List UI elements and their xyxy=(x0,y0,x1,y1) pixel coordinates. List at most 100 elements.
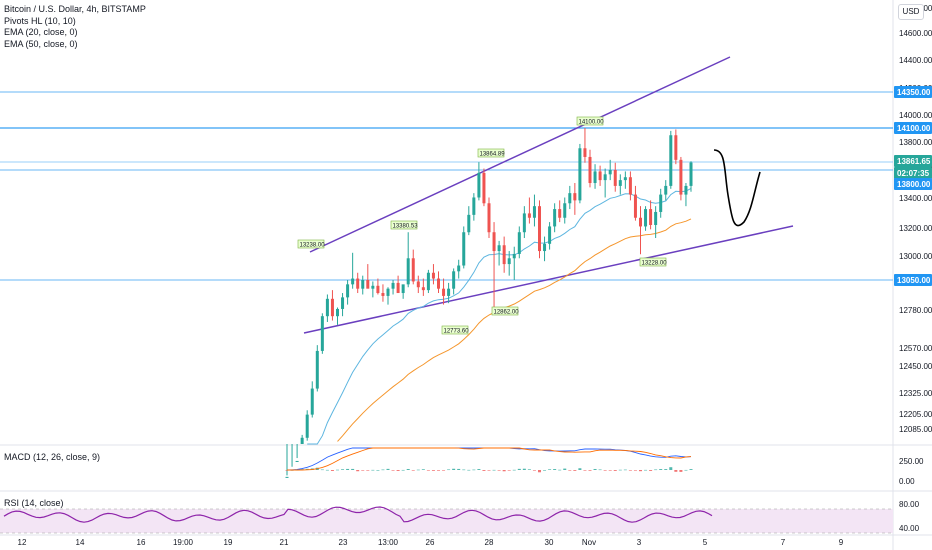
candle xyxy=(411,249,415,285)
macd-histogram-bar xyxy=(406,468,410,470)
candle-body xyxy=(563,203,567,218)
price-axis[interactable]: 14800.0014600.0014400.0014200.0014000.00… xyxy=(894,4,932,533)
macd-histogram-bar xyxy=(674,470,678,472)
macd-histogram-bar xyxy=(517,468,521,470)
pivot-label-text: 12773.60 xyxy=(444,328,470,334)
macd-histogram-bar xyxy=(336,469,339,471)
candle xyxy=(603,168,607,198)
candle xyxy=(507,251,511,276)
price-channel[interactable] xyxy=(303,56,794,334)
candle-body xyxy=(548,226,552,244)
candle xyxy=(290,444,294,471)
macd-histogram-bar xyxy=(583,470,587,471)
pivot-label-box xyxy=(477,148,505,158)
candle xyxy=(351,252,355,289)
price-label-text: 13861.65 xyxy=(897,157,931,166)
macd-histogram-bar xyxy=(341,469,345,470)
candle xyxy=(336,307,339,325)
time-tick-label: 26 xyxy=(426,538,435,547)
rsi-label[interactable]: RSI (14, close) xyxy=(4,498,64,508)
candle xyxy=(396,275,400,294)
time-tick-label: 5 xyxy=(703,538,708,547)
candle xyxy=(376,278,380,295)
macd-histogram-bar xyxy=(421,469,425,470)
candle-body xyxy=(457,265,461,272)
macd-histogram-bar xyxy=(320,469,324,471)
candle-body xyxy=(603,174,607,181)
pivot-label-text: 13238.00 xyxy=(300,242,326,248)
candle-body xyxy=(649,209,653,225)
price-label-box xyxy=(894,155,932,167)
macd-histogram-bar xyxy=(361,470,365,471)
candle-body xyxy=(361,280,365,289)
time-tick-label: 3 xyxy=(637,538,642,547)
macd-histogram-bar xyxy=(613,470,617,471)
macd-histogram-bar xyxy=(543,470,547,471)
candle xyxy=(381,284,385,302)
macd-histogram-bar xyxy=(527,469,531,470)
currency-button[interactable]: USD xyxy=(898,4,924,20)
macd-histogram-bar xyxy=(386,468,390,470)
price-tick-label: 12570.00 xyxy=(899,344,932,353)
pivot-label-box xyxy=(639,257,667,267)
symbol-title[interactable]: Bitcoin / U.S. Dollar, 4h, BITSTAMP xyxy=(4,4,146,14)
candle-body xyxy=(588,156,592,184)
macd-histogram-bar xyxy=(512,469,516,471)
indicator-pivots[interactable]: Pivots HL (10, 10) xyxy=(4,15,76,26)
candle-body xyxy=(391,282,395,289)
macd-histogram-bar xyxy=(467,469,471,471)
macd-histogram-bar xyxy=(452,468,456,470)
macd-histogram-bar xyxy=(603,470,607,471)
macd-histogram-bar xyxy=(573,470,577,471)
candle xyxy=(467,206,471,236)
horizontal-levels[interactable] xyxy=(0,91,893,281)
price-label-box xyxy=(894,274,932,286)
time-axis[interactable]: 12 14 16 19:00 19 21 23 13:00 26 28 30 Nov 3 5 7 9 xyxy=(18,538,844,547)
projection-drawing[interactable] xyxy=(713,149,761,227)
candle xyxy=(391,280,395,295)
candle-body xyxy=(664,185,668,195)
candle-body xyxy=(497,245,501,252)
macd-histogram-bar xyxy=(492,469,496,471)
price-tick-label: 13200.00 xyxy=(899,224,932,233)
candle xyxy=(462,226,466,269)
indicator-ema50[interactable]: EMA (50, close, 0) xyxy=(4,38,78,49)
candle-body xyxy=(411,258,415,282)
price-tick-label: 14000.00 xyxy=(899,111,932,120)
candle-body xyxy=(386,288,390,296)
candle xyxy=(628,171,632,201)
candle xyxy=(684,183,688,207)
candle xyxy=(639,206,642,255)
candle-body xyxy=(482,172,486,204)
candle xyxy=(346,280,350,305)
rsi-tick-label: 40.00 xyxy=(899,524,920,533)
candle xyxy=(664,180,668,201)
macd-histogram-bar xyxy=(654,469,658,471)
candle-body xyxy=(305,414,309,438)
candle-body xyxy=(639,217,642,227)
indicator-ema20[interactable]: EMA (20, close, 0) xyxy=(4,27,78,37)
candle xyxy=(598,165,602,186)
macd-histogram-bar xyxy=(330,470,334,471)
candle-body xyxy=(659,194,663,212)
candle xyxy=(583,128,587,163)
candle xyxy=(563,197,567,224)
candle xyxy=(522,206,526,239)
pivot-label-text: 13228.00 xyxy=(642,260,668,266)
macd-histogram-bar xyxy=(462,469,466,471)
candle-body xyxy=(416,281,420,288)
pivot-label-box xyxy=(576,116,604,126)
macd-histogram-bar xyxy=(598,469,602,471)
macd-histogram-bar xyxy=(396,470,400,471)
candle xyxy=(315,345,319,392)
macd-histogram-bar xyxy=(416,469,420,471)
macd-label[interactable]: MACD (12, 26, close, 9) xyxy=(4,452,101,462)
candle xyxy=(548,222,552,250)
candle-body xyxy=(426,272,430,291)
projection-curve xyxy=(713,149,761,227)
price-label-box xyxy=(894,122,932,134)
price-tick-label: 12325.00 xyxy=(899,389,932,398)
candle xyxy=(608,159,612,181)
price-label-text: 14100.00 xyxy=(897,124,931,133)
